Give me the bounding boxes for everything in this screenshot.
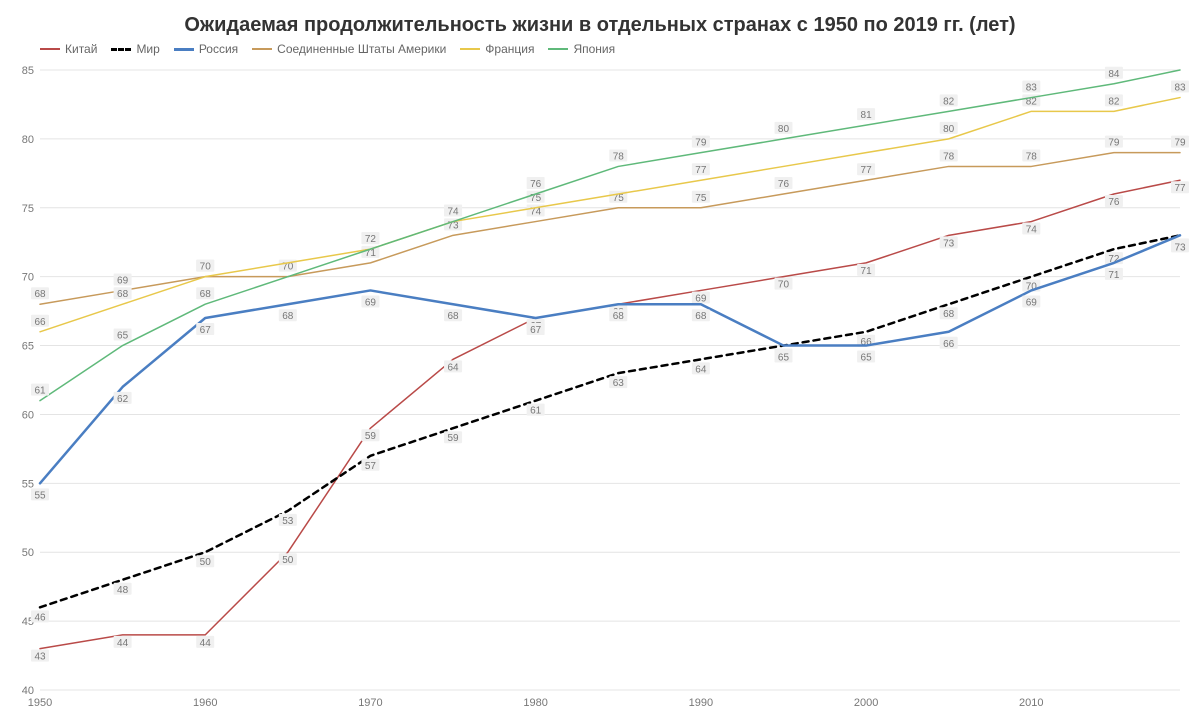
data-label-world: 50 <box>200 557 212 568</box>
data-label-japan: 68 <box>200 289 212 300</box>
data-label-world: 63 <box>613 378 625 389</box>
data-label-usa: 79 <box>1174 138 1186 149</box>
data-label-china: 69 <box>695 293 707 304</box>
data-label-world: 68 <box>943 309 955 320</box>
data-label-france: 77 <box>695 165 707 176</box>
x-tick-label: 1980 <box>523 697 547 709</box>
data-label-world: 53 <box>282 516 294 527</box>
data-label-russia: 68 <box>613 311 625 322</box>
data-label-china: 70 <box>778 280 790 291</box>
data-label-usa: 68 <box>34 289 46 300</box>
data-label-usa: 69 <box>117 275 129 286</box>
data-label-world: 48 <box>117 585 129 596</box>
data-label-russia: 71 <box>1108 270 1120 281</box>
x-tick-label: 2000 <box>854 697 878 709</box>
data-label-usa: 78 <box>1026 151 1038 162</box>
data-label-japan: 83 <box>1026 83 1038 94</box>
data-label-japan: 79 <box>695 138 707 149</box>
y-tick-label: 85 <box>22 65 34 77</box>
data-label-usa: 79 <box>1108 138 1120 149</box>
y-tick-label: 60 <box>22 409 34 421</box>
data-label-russia: 68 <box>695 311 707 322</box>
x-tick-label: 1970 <box>358 697 382 709</box>
data-label-world: 57 <box>365 461 377 472</box>
series-line-russia <box>40 235 1180 483</box>
data-label-russia: 65 <box>861 353 873 364</box>
data-label-france: 83 <box>1174 83 1186 94</box>
data-label-world: 61 <box>530 406 542 417</box>
data-label-france: 80 <box>943 124 955 135</box>
data-label-japan: 82 <box>943 96 955 107</box>
x-tick-label: 2010 <box>1019 697 1043 709</box>
data-label-japan: 61 <box>34 386 46 397</box>
data-label-japan: 72 <box>365 234 377 245</box>
data-label-japan: 76 <box>530 179 542 190</box>
data-label-world: 64 <box>695 364 707 375</box>
data-label-china: 77 <box>1174 183 1186 194</box>
y-tick-label: 40 <box>22 685 34 697</box>
data-label-russia: 65 <box>778 353 790 364</box>
data-label-china: 71 <box>861 266 873 277</box>
y-tick-label: 75 <box>22 203 34 215</box>
data-label-japan: 84 <box>1108 69 1120 80</box>
data-label-china: 59 <box>365 431 377 442</box>
data-label-russia: 67 <box>200 325 212 336</box>
x-tick-label: 1990 <box>689 697 713 709</box>
data-label-japan: 74 <box>447 207 459 218</box>
y-tick-label: 65 <box>22 341 34 353</box>
data-label-france: 66 <box>34 317 46 328</box>
series-line-japan <box>40 70 1180 401</box>
y-tick-label: 50 <box>22 547 34 559</box>
y-tick-label: 80 <box>22 134 34 146</box>
data-label-france: 82 <box>1108 96 1120 107</box>
data-label-china: 50 <box>282 555 294 566</box>
data-label-china: 74 <box>1026 225 1038 236</box>
chart-container: Ожидаемая продолжительность жизни в отде… <box>0 0 1200 712</box>
data-label-russia: 69 <box>1026 297 1038 308</box>
data-label-china: 73 <box>943 238 955 249</box>
data-label-france: 70 <box>200 262 212 273</box>
data-label-usa: 77 <box>861 165 873 176</box>
data-label-world: 46 <box>34 612 46 623</box>
data-label-russia: 55 <box>34 490 46 501</box>
data-label-japan: 78 <box>613 151 625 162</box>
data-label-russia: 62 <box>117 394 129 405</box>
data-label-world: 59 <box>447 433 459 444</box>
data-label-usa: 76 <box>778 179 790 190</box>
x-tick-label: 1950 <box>28 697 52 709</box>
data-label-usa: 75 <box>695 193 707 204</box>
data-label-usa: 78 <box>943 151 955 162</box>
data-label-russia: 73 <box>1174 242 1186 253</box>
x-tick-label: 1960 <box>193 697 217 709</box>
data-label-russia: 68 <box>282 311 294 322</box>
data-label-china: 43 <box>34 652 46 663</box>
y-tick-label: 70 <box>22 272 34 284</box>
data-label-france: 68 <box>117 289 129 300</box>
data-label-china: 64 <box>447 362 459 373</box>
data-label-russia: 67 <box>530 325 542 336</box>
data-label-japan: 81 <box>861 110 873 121</box>
chart-plot: 4045505560657075808519501960197019801990… <box>0 0 1200 712</box>
series-line-usa <box>40 153 1180 305</box>
data-label-russia: 66 <box>943 339 955 350</box>
data-label-china: 44 <box>117 638 129 649</box>
data-label-russia: 69 <box>365 297 377 308</box>
data-label-china: 76 <box>1108 197 1120 208</box>
data-label-china: 44 <box>200 638 212 649</box>
data-label-japan: 65 <box>117 331 129 342</box>
data-label-russia: 68 <box>447 311 459 322</box>
data-label-japan: 80 <box>778 124 790 135</box>
